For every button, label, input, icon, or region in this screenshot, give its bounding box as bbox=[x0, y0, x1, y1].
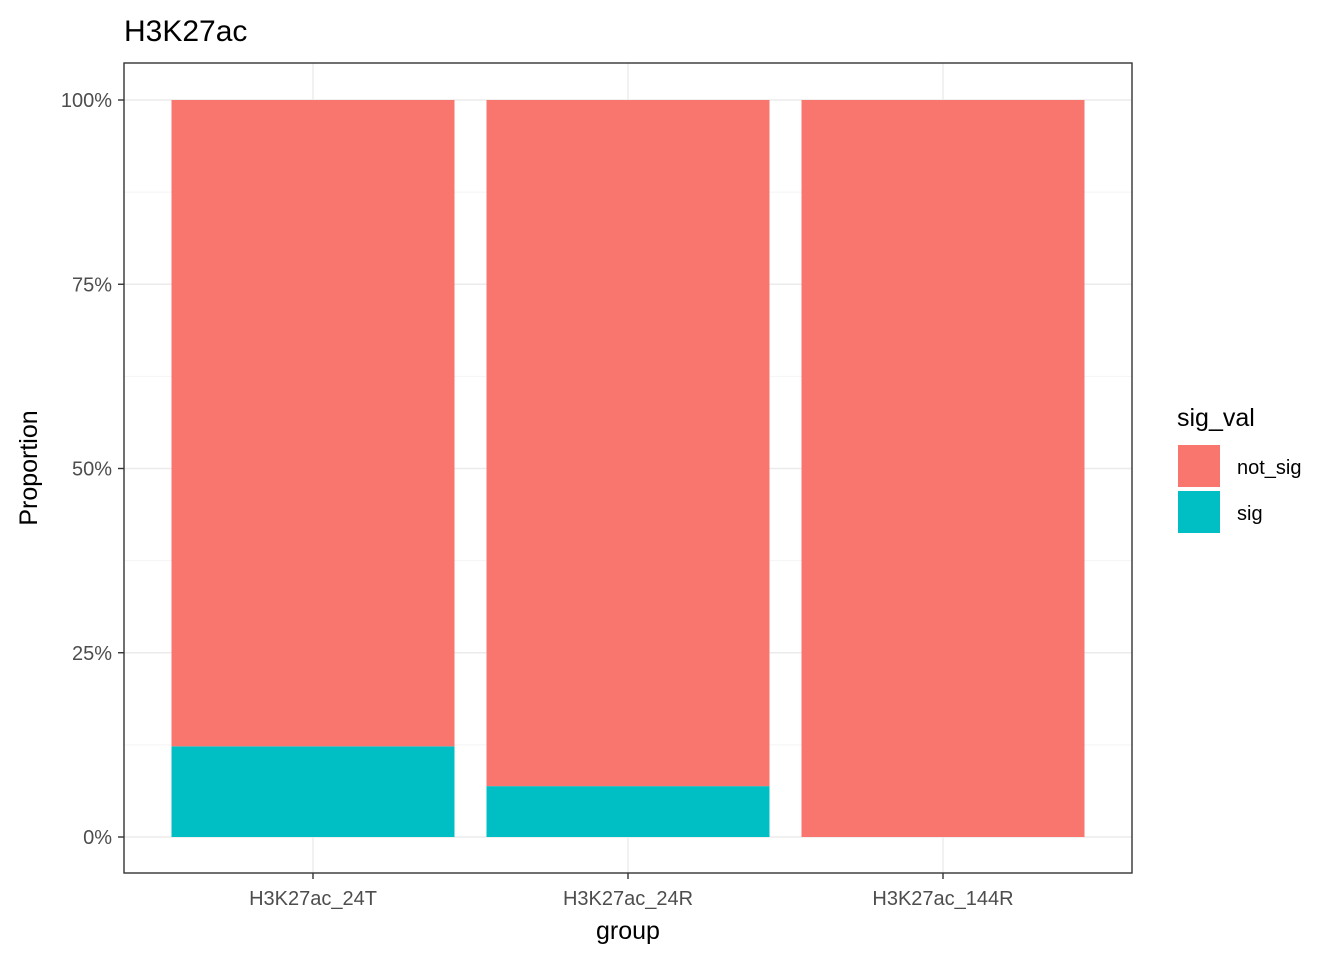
bar-segment-not-sig bbox=[801, 100, 1085, 837]
legend-title: sig_val bbox=[1177, 404, 1255, 432]
legend-key-sig bbox=[1178, 491, 1220, 533]
bars bbox=[171, 100, 1085, 837]
legend-label-not-sig: not_sig bbox=[1237, 457, 1302, 479]
legend-key-not-sig bbox=[1178, 445, 1220, 487]
y-axis: 0% 25% 50% 75% 100% bbox=[61, 90, 124, 849]
y-tick-label: 50% bbox=[72, 459, 112, 481]
bar-segment-sig bbox=[171, 746, 455, 837]
chart-title: H3K27ac bbox=[124, 15, 247, 48]
y-axis-title: Proportion bbox=[15, 410, 43, 525]
y-tick-label: 100% bbox=[61, 90, 112, 112]
bar-segment-sig bbox=[486, 786, 770, 837]
bar-segment-not-sig bbox=[171, 100, 455, 747]
x-axis: H3K27ac_24T H3K27ac_24R H3K27ac_144R bbox=[249, 873, 1014, 910]
legend-label-sig: sig bbox=[1237, 503, 1263, 525]
bar-segment-not-sig bbox=[486, 100, 770, 787]
x-tick-label: H3K27ac_24T bbox=[249, 888, 377, 910]
y-tick-label: 0% bbox=[83, 827, 112, 849]
x-tick-label: H3K27ac_144R bbox=[872, 888, 1013, 910]
y-tick-label: 75% bbox=[72, 274, 112, 296]
y-tick-label: 25% bbox=[72, 643, 112, 665]
x-tick-label: H3K27ac_24R bbox=[563, 888, 693, 910]
x-axis-title: group bbox=[596, 917, 660, 945]
